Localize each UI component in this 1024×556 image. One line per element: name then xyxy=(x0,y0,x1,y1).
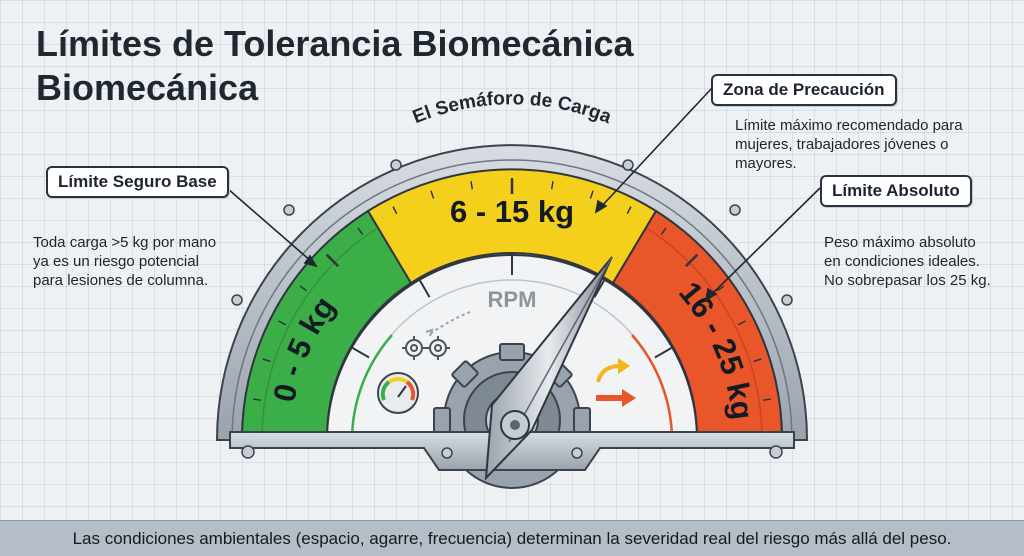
zone-label-yellow: 6 - 15 kg xyxy=(450,194,574,229)
title-line-1: Límites de Tolerancia Biomecánica xyxy=(36,23,634,64)
gears-icon xyxy=(402,311,471,360)
dial-label: RPM xyxy=(488,287,537,312)
caution-zone-line-3: mayores. xyxy=(735,155,797,172)
gauge-arc-title: El Semáforo de Carga xyxy=(410,88,615,128)
scale-tick xyxy=(392,206,398,215)
caution-zone-line-1: Límite máximo recomendado para xyxy=(735,117,963,134)
scale-tick xyxy=(685,253,699,267)
scale-tick xyxy=(737,320,746,326)
absolute-limit-line-2: en condiciones ideales. xyxy=(824,253,980,270)
scale-tick xyxy=(626,206,632,215)
callout-caution-zone: Zona de Precaución xyxy=(711,74,897,106)
safe-limit-line-2: ya es un riesgo potencial xyxy=(33,253,199,270)
base-bolts xyxy=(241,445,783,459)
safe-limit-line-3: para lesiones de columna. xyxy=(33,272,209,289)
dial-tick xyxy=(593,279,606,298)
scale-tick xyxy=(357,227,364,235)
scale-tick xyxy=(299,285,307,292)
arrows-icon xyxy=(596,358,636,407)
caution-zone-description: Límite máximo recomendado para mujeres, … xyxy=(735,116,963,173)
dial-tick xyxy=(654,346,673,359)
page-title: Límites de Tolerancia Biomecánica Biomec… xyxy=(36,22,634,110)
scale-tick xyxy=(753,358,762,363)
scale-tick xyxy=(660,227,667,235)
dial-tick xyxy=(418,279,431,298)
scale-tick xyxy=(430,190,435,199)
gauge-needle xyxy=(484,256,613,481)
footer-text: Las condiciones ambientales (espacio, ag… xyxy=(72,528,952,548)
absolute-limit-description: Peso máximo absoluto en condiciones idea… xyxy=(824,233,991,290)
scale-tick xyxy=(278,320,287,326)
callout-safe-limit: Límite Seguro Base xyxy=(46,166,229,198)
scale-tick xyxy=(253,398,262,402)
scale-tick xyxy=(762,398,771,402)
rim-bolts xyxy=(231,159,793,306)
callout-absolute-limit: Límite Absoluto xyxy=(820,175,972,207)
caution-zone-line-2: mujeres, trabajadores jóvenes o xyxy=(735,136,949,153)
footer-note: Las condiciones ambientales (espacio, ag… xyxy=(0,520,1024,556)
scale-tick xyxy=(325,253,339,267)
safe-limit-line-1: Toda carga >5 kg por mano xyxy=(33,234,217,251)
scale-tick xyxy=(262,358,271,363)
safe-limit-description: Toda carga >5 kg por mano ya es un riesg… xyxy=(33,233,216,290)
scale-tick xyxy=(550,181,554,190)
title-line-2: Biomecánica xyxy=(36,67,259,108)
scale-tick xyxy=(589,190,594,199)
absolute-limit-line-3: No sobrepasar los 25 kg. xyxy=(824,272,991,289)
dial-tick xyxy=(351,346,370,359)
absolute-limit-line-1: Peso máximo absoluto xyxy=(824,234,976,251)
scale-tick xyxy=(470,181,474,190)
load-gauge: El Semáforo de Carga 0 - 5 kg 6 - 15 kg … xyxy=(215,87,821,489)
callout-leaders xyxy=(219,87,821,302)
mini-gauge-icon xyxy=(377,372,419,414)
scale-tick xyxy=(717,285,725,292)
